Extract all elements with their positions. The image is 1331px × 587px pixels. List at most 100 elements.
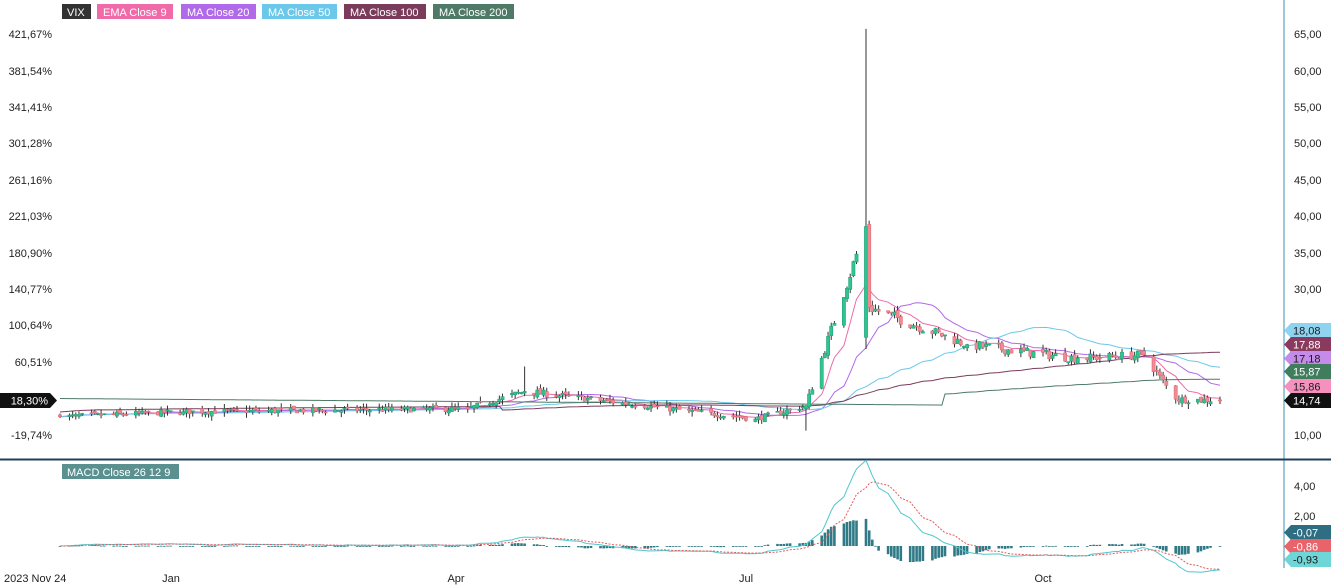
legend-ma50[interactable]: MA Close 50 — [262, 4, 337, 19]
macd-histogram-bar — [1070, 546, 1073, 547]
legend-ma20[interactable]: MA Close 20 — [181, 4, 256, 19]
candle-body-up — [800, 406, 805, 409]
macd-histogram-bar — [377, 546, 381, 547]
candle-body-up — [1018, 348, 1023, 354]
candle-body-down — [554, 395, 559, 398]
candle-body-up — [785, 409, 789, 415]
macd-histogram-bar — [634, 546, 637, 549]
candle — [380, 405, 385, 412]
candle-body-up — [1031, 350, 1036, 358]
candle — [456, 402, 461, 413]
candle — [803, 404, 808, 431]
left-axis-tick: 221,03% — [9, 211, 53, 223]
candle-body-down — [272, 407, 277, 413]
candle-body-down — [1028, 349, 1033, 357]
candle-body-down — [668, 406, 672, 412]
candle-body-up — [854, 253, 859, 263]
macd-axis-tick: 4,00 — [1294, 481, 1315, 493]
macd-histogram-bar — [627, 546, 631, 549]
candle-body-down — [598, 396, 603, 401]
candle-body-up — [159, 409, 164, 417]
macd-histogram-bar — [140, 545, 144, 547]
macd-histogram-bar — [785, 543, 789, 546]
candle — [231, 406, 236, 413]
candle-body-down — [434, 405, 439, 409]
candle — [405, 405, 410, 414]
candle-body-down — [1003, 349, 1008, 355]
ma50-line — [59, 326, 1221, 418]
candle-body-down — [1063, 352, 1068, 362]
legend-ma200[interactable]: MA Close 200 — [433, 4, 514, 19]
macd-histogram-bar — [605, 546, 609, 549]
macd-histogram-bar — [235, 545, 239, 547]
candle-body-down — [687, 408, 691, 411]
macd-histogram-bar — [1073, 546, 1076, 547]
macd-histogram-bar — [811, 540, 814, 546]
macd-legend[interactable]: MACD Close 26 12 9 — [62, 464, 179, 479]
macd-histogram-bar — [450, 546, 454, 547]
candle-body-up — [943, 334, 947, 337]
candle-body-down — [1009, 349, 1014, 354]
macd-histogram-bar — [457, 545, 460, 547]
candle-body-down — [930, 330, 935, 335]
legend-vix[interactable]: VIX — [62, 4, 91, 19]
x-axis: 2023 Nov 24 Jan Apr Jul Oct — [4, 573, 1052, 585]
candle-body-down — [623, 401, 628, 405]
macd-histogram-bar — [763, 545, 767, 546]
macd-histogram-bar — [798, 543, 801, 546]
candle-body-up — [601, 400, 606, 402]
macd-histogram-bar — [1006, 546, 1010, 549]
macd-histogram-bar — [545, 546, 549, 547]
macd-histogram-bar — [899, 546, 903, 561]
candle — [500, 393, 505, 405]
candle-body-down — [1158, 371, 1162, 376]
legend-ema9[interactable]: EMA Close 9 — [97, 4, 173, 19]
candle-body-up — [775, 410, 780, 413]
candle-body-down — [566, 394, 571, 397]
macd-histogram-bar — [940, 546, 944, 558]
macd-histogram-bar — [1117, 544, 1121, 546]
macd-histogram-bar — [223, 546, 226, 547]
macd-histogram-bar — [608, 546, 612, 549]
candle-body-down — [1199, 396, 1203, 403]
macd-histogram-bar — [561, 546, 564, 547]
candle-body-down — [936, 329, 941, 333]
macd-histogram-bar — [1032, 546, 1035, 547]
macd-histogram-bar — [918, 546, 921, 562]
candle-body-up — [829, 325, 834, 337]
legend-swatch — [181, 4, 256, 19]
candle-body-down — [314, 407, 318, 412]
candle — [412, 407, 416, 412]
macd-histogram-bar — [646, 546, 650, 549]
macd-histogram-bar — [915, 546, 918, 562]
candle-body-down — [364, 408, 369, 411]
candle-body-up — [168, 410, 173, 413]
candle-body-up — [911, 325, 916, 329]
candle-body-down — [1183, 396, 1188, 404]
macd-histogram-bar — [115, 545, 119, 547]
macd-histogram-bar — [1022, 546, 1026, 547]
macd-histogram-bar — [700, 546, 703, 547]
candle-body-down — [870, 305, 875, 312]
macd-histogram-bar — [466, 546, 469, 547]
candle-body-up — [630, 405, 635, 408]
candle — [92, 409, 97, 415]
x-tick-label: Oct — [1034, 573, 1051, 585]
candle-body-down — [225, 409, 230, 411]
macd-histogram-bar — [292, 545, 296, 547]
legend-label-ma50: MA Close 50 — [268, 7, 330, 19]
candle — [77, 411, 81, 419]
candle — [497, 395, 502, 405]
macd-histogram-bar — [754, 546, 757, 547]
candle-body-down — [999, 342, 1004, 351]
macd-histogram-bar — [390, 545, 394, 547]
macd-histogram-bar — [1158, 546, 1162, 550]
legend-label-ma200: MA Close 200 — [439, 7, 507, 19]
candle-body-up — [1132, 355, 1137, 361]
candle-body-down — [642, 405, 647, 409]
macd-histogram-bar — [788, 543, 792, 546]
legend-ma100[interactable]: MA Close 100 — [344, 4, 426, 19]
candle — [478, 396, 483, 404]
candle — [715, 411, 720, 422]
